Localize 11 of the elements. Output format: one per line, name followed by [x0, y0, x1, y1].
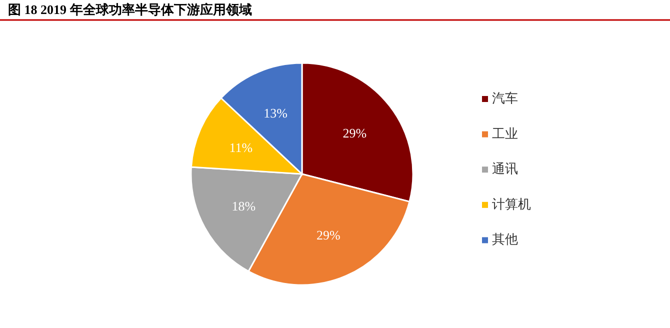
data-label: 11%: [229, 140, 253, 156]
data-label: 13%: [264, 105, 288, 120]
legend-label: 汽车: [492, 92, 518, 106]
data-label: 29%: [316, 228, 341, 243]
legend-label: 工业: [492, 126, 518, 142]
chart-title: 图 18 2019 年全球功率半导体下游应用领域: [8, 2, 252, 17]
data-label: 29%: [342, 126, 367, 141]
data-label: 18%: [232, 198, 256, 214]
legend-label: 通讯: [492, 162, 518, 178]
legend-label: 计算机: [492, 197, 531, 212]
legend-label: 其他: [492, 232, 518, 248]
